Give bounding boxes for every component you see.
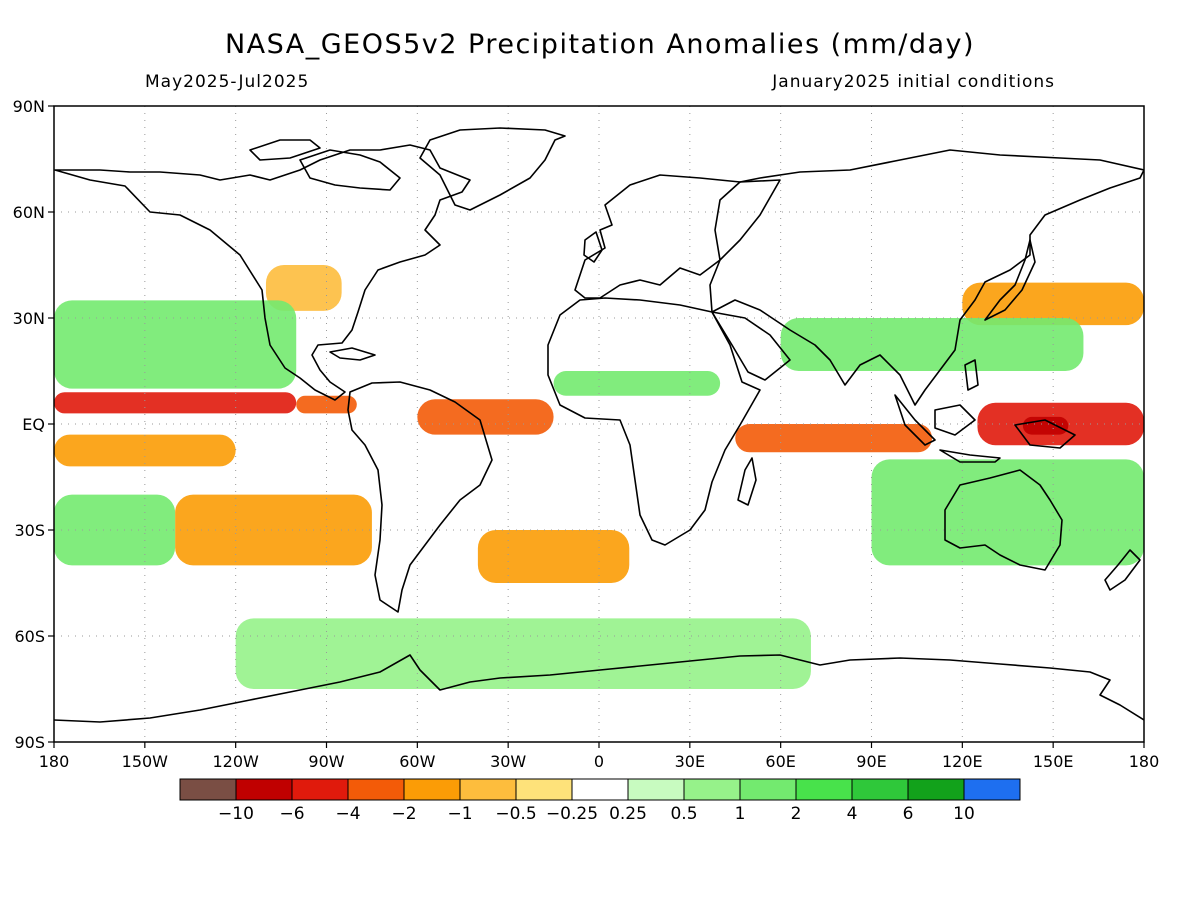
coastlines: [54, 127, 1144, 723]
australia-outline: [944, 469, 1063, 571]
colorbar-label: 4: [847, 804, 858, 824]
lat-tick-label: 90S: [14, 733, 45, 752]
colorbar-label: −4: [335, 804, 360, 824]
europe-outline: [574, 174, 781, 299]
colorbar-swatch: [851, 778, 909, 801]
lon-tick-label: 180: [39, 752, 70, 771]
colorbar-swatch: [179, 778, 237, 801]
lon-tick-label: 150E: [1033, 752, 1074, 771]
anomaly-region: [477, 530, 630, 583]
anomaly-region: [265, 265, 342, 311]
colorbar-label: 0.25: [609, 804, 647, 824]
antarctica-outline: [54, 654, 1144, 723]
colorbar-label: −10: [218, 804, 254, 824]
madagascar-outline: [737, 457, 757, 506]
initial-conditions: January2025 initial conditions: [771, 72, 1055, 92]
lat-tick-label: 60N: [13, 203, 45, 222]
lon-tick-label: 60E: [765, 752, 795, 771]
colorbar: −10 −6 −4 −2 −1 −0.5 −0.25 0.25 0.5 1 2 4 6 10: [179, 778, 1021, 824]
colorbar-label: 1: [735, 804, 746, 824]
lon-tick-label: 120W: [212, 752, 259, 771]
lon-tick-label: 150W: [122, 752, 169, 771]
map-title: NASA_GEOS5v2 Precipitation Anomalies (mm…: [225, 29, 975, 60]
anomaly-region: [175, 494, 372, 566]
colorbar-swatch: [459, 778, 517, 801]
lat-tick-label: 90N: [13, 97, 45, 116]
asia-outline: [709, 149, 1144, 406]
maritime-continent-outline: [894, 359, 1076, 463]
lon-tick-label: 90E: [856, 752, 886, 771]
anomaly-region: [871, 459, 1144, 566]
colorbar-swatch: [683, 778, 741, 801]
colorbar-swatch: [403, 778, 461, 801]
lon-tick-label: 30W: [490, 752, 526, 771]
colorbar-label: −0.25: [546, 804, 598, 824]
colorbar-label: 10: [953, 804, 975, 824]
lon-tick-label: 60W: [399, 752, 435, 771]
africa-outline: [547, 297, 761, 546]
british-isles-outline: [583, 231, 603, 263]
arctic-islands-outline: [249, 139, 401, 191]
new-zealand-outline: [1104, 549, 1141, 591]
lon-tick-label: 90W: [308, 752, 344, 771]
anomaly-region: [54, 392, 297, 414]
colorbar-label: −6: [279, 804, 304, 824]
anomaly-region: [296, 395, 357, 414]
lon-tick-label: 30E: [675, 752, 705, 771]
colorbar-swatch: [291, 778, 349, 801]
lat-tick-label: 30N: [13, 309, 45, 328]
colorbar-swatch: [795, 778, 853, 801]
lon-tick-label: 120E: [942, 752, 983, 771]
colorbar-swatch: [571, 778, 629, 801]
anomaly-region: [553, 371, 721, 396]
south-america-outline: [347, 381, 493, 613]
forecast-period: May2025-Jul2025: [145, 72, 309, 92]
anomaly-region: [235, 618, 811, 689]
anomaly-region: [54, 300, 297, 389]
anomaly-region: [780, 318, 1084, 371]
map-area: [54, 106, 1144, 742]
anomaly-region: [417, 399, 554, 435]
lat-tick-label: 60S: [14, 627, 45, 646]
colorbar-label: 0.5: [670, 804, 697, 824]
lon-tick-label: 180: [1129, 752, 1160, 771]
anomaly-region: [54, 434, 236, 467]
cuba-outline: [329, 347, 376, 361]
japan-outline: [984, 239, 1036, 321]
colorbar-label: −0.5: [495, 804, 536, 824]
colorbar-swatch: [347, 778, 405, 801]
colorbar-swatch: [907, 778, 965, 801]
colorbar-label: 2: [791, 804, 802, 824]
anomaly-region: [54, 494, 176, 566]
colorbar-label: 6: [903, 804, 914, 824]
north-america-outline: [54, 144, 471, 401]
lat-tick-label: 30S: [14, 521, 45, 540]
greenland-outline: [419, 127, 566, 211]
anomaly-region: [735, 424, 933, 453]
colorbar-swatch: [627, 778, 685, 801]
colorbar-label: −1: [447, 804, 472, 824]
lat-tick-label: EQ: [22, 415, 45, 434]
colorbar-swatch: [235, 778, 293, 801]
colorbar-label: −2: [391, 804, 416, 824]
lon-tick-label: 0: [594, 752, 604, 771]
colorbar-swatch: [515, 778, 573, 801]
colorbar-swatch: [739, 778, 797, 801]
colorbar-swatch: [963, 778, 1021, 801]
arabia-outline: [711, 311, 791, 381]
